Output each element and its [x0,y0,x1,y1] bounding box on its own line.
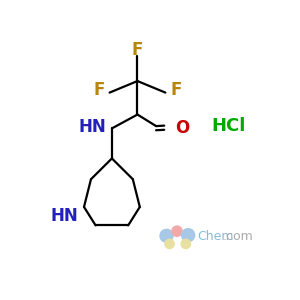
Circle shape [172,226,182,236]
Circle shape [182,229,195,242]
Text: F: F [170,81,182,99]
Text: HN: HN [50,207,78,225]
Circle shape [165,239,174,248]
Text: HCl: HCl [211,117,245,135]
Text: O: O [175,119,189,137]
Text: F: F [132,41,143,59]
Text: .com: .com [223,230,254,244]
Text: Chem: Chem [197,230,233,244]
Circle shape [160,229,173,242]
Text: F: F [93,81,105,99]
Circle shape [181,239,190,248]
Text: HN: HN [78,118,106,136]
